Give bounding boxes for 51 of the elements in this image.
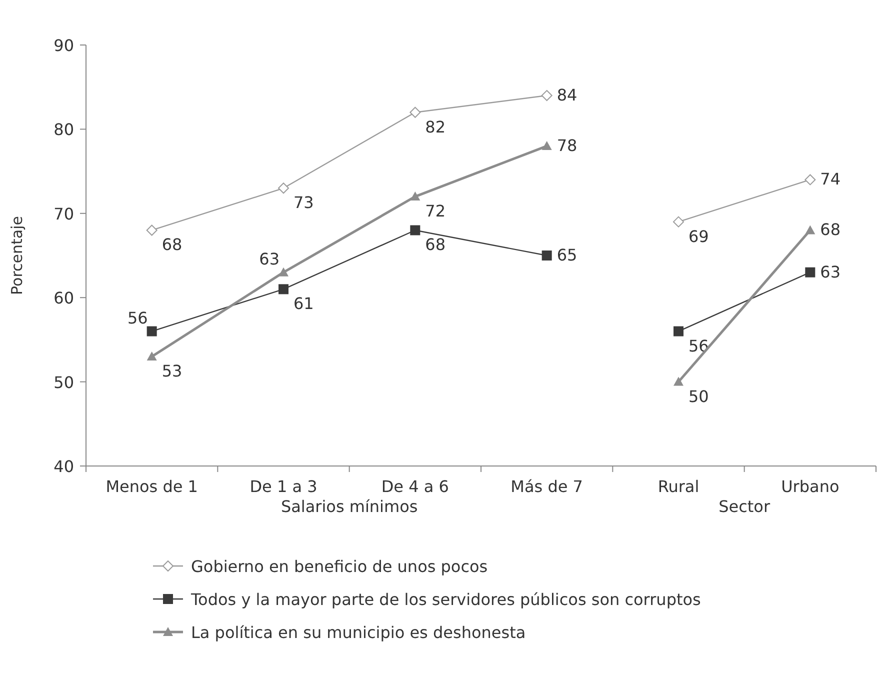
x-tick-label: De 4 a 6 [381,477,449,496]
legend-label: Gobierno en beneficio de unos pocos [191,557,488,576]
x-tick-label: Menos de 1 [106,477,198,496]
y-tick-label: 60 [54,288,74,308]
data-label: 78 [556,136,578,156]
x-tick-label: Rural [658,477,700,496]
legend-label: La política en su municipio es deshonesta [191,623,526,642]
point [278,182,289,194]
data-label: 61 [294,294,314,314]
data-label: 74 [820,170,841,189]
y-axis-title: Porcentaje [8,216,26,295]
data-label: 68 [425,235,446,254]
data-label: 63 [259,249,280,268]
point [410,225,420,236]
point [541,90,552,102]
point [804,174,816,186]
data-label: 82 [425,117,446,136]
data-label: 50 [688,386,709,406]
point [542,141,552,150]
data-label: 63 [820,262,841,282]
x-tick-label: Urbano [781,477,840,496]
point [542,250,552,260]
text: Salarios mínimos [280,497,418,516]
point [146,352,157,361]
data-label: 69 [688,226,709,246]
point [805,267,816,278]
point [278,284,288,294]
point [674,326,684,336]
y-tick-label: 70 [54,204,74,224]
point [146,224,158,236]
data-label: 68 [162,235,182,254]
y-tick-label: 90 [54,36,74,55]
point [146,326,157,336]
point [410,192,420,201]
data-label: 65 [556,246,578,264]
data-label: 68 [820,220,841,240]
text: Sector [718,497,770,516]
point [673,216,684,228]
x-tick-label: Más de 7 [510,477,583,496]
data-label: 72 [425,202,446,221]
point [278,267,288,276]
y-tick-label: 40 [54,457,74,476]
data-label: 84 [556,86,578,105]
data-label: 53 [162,362,182,381]
legend-label: Todos y la mayor parte de los servidores públicos son corruptos [190,590,701,609]
x-tick-label: De 1 a 3 [250,477,318,496]
y-tick-label: 80 [54,120,74,140]
data-label: 73 [294,193,314,212]
point [410,106,421,118]
data-label: 56 [127,308,148,328]
y-tick-label: 50 [54,372,74,392]
